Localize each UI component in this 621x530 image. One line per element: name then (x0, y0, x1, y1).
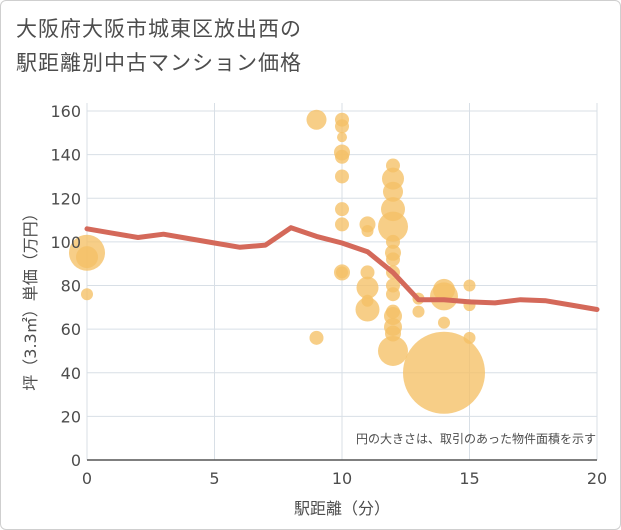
bubble-31 (386, 287, 400, 302)
bubble-2 (81, 288, 93, 301)
bubble-42 (403, 331, 485, 414)
bubble-28 (386, 252, 400, 267)
bubble-45 (463, 331, 476, 344)
bubble-17 (360, 265, 375, 280)
bubble-16 (361, 224, 374, 237)
bubble-12 (335, 217, 349, 232)
x-tick-label-5: 5 (209, 469, 219, 488)
bubble-3 (306, 109, 327, 130)
bubble-43 (463, 279, 476, 292)
bubble-7 (337, 132, 347, 143)
y-tick-label-120: 120 (50, 189, 81, 208)
average-price-line (84, 225, 600, 312)
x-tick-label-15: 15 (459, 469, 479, 488)
bubble-41 (438, 316, 450, 329)
y-tick-label-60: 60 (61, 320, 81, 339)
bubble-26 (386, 234, 400, 249)
y-tick-label-80: 80 (61, 277, 81, 296)
bubble-38 (412, 305, 425, 318)
y-tick-label-140: 140 (50, 146, 81, 165)
bubble-14 (336, 266, 348, 279)
bubble-40 (430, 282, 458, 311)
title-line-1: 大阪府大阪市城東区放出西の (16, 17, 302, 41)
bubble-10 (335, 169, 349, 184)
bubble-36 (378, 335, 408, 366)
x-tick-label-10: 10 (332, 469, 352, 488)
x-axis-label: 駅距離（分） (294, 499, 390, 518)
bubble-25 (378, 211, 408, 242)
bubble-20 (355, 297, 380, 322)
bubble-6 (335, 119, 349, 134)
bubble-4 (309, 330, 324, 345)
y-tick-label-0: 0 (71, 451, 81, 470)
y-tick-label-160: 160 (50, 102, 81, 121)
y-tick-label-100: 100 (50, 233, 81, 252)
bubble-11 (335, 202, 349, 217)
average-line-layer (84, 225, 600, 312)
y-axis-label: 坪（3.3㎡）単価（万円） (21, 205, 40, 390)
x-tick-label-0: 0 (82, 469, 92, 488)
bubble-layer (69, 109, 485, 414)
axes: 0 20 40 60 80 100 120 140 160 0 5 10 15 20 (50, 102, 607, 488)
bubble-23 (383, 181, 403, 202)
bubble-9 (335, 149, 349, 164)
size-note: 円の大きさは、取引のあった物件面積を示す (356, 431, 596, 446)
y-tick-label-40: 40 (61, 364, 81, 383)
chart-title: 大阪府大阪市城東区放出西の 駅距離別中古マンション価格 (16, 12, 302, 80)
title-line-2: 駅距離別中古マンション価格 (16, 51, 302, 75)
bubble-18 (356, 276, 379, 299)
x-tick-label-20: 20 (587, 469, 607, 488)
y-tick-label-20: 20 (61, 407, 81, 426)
bubble-1 (76, 246, 98, 269)
